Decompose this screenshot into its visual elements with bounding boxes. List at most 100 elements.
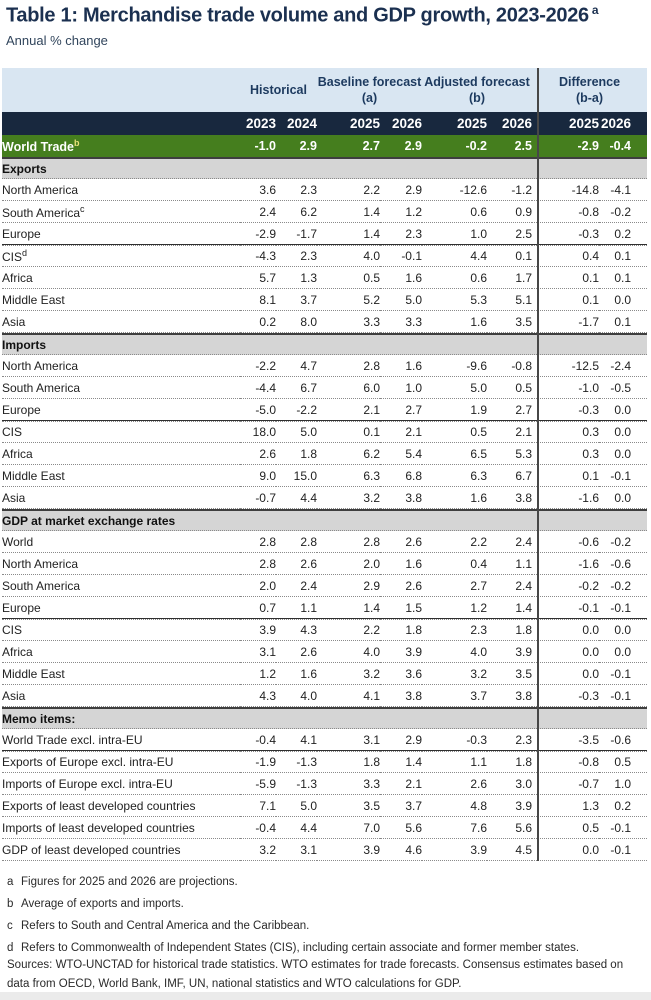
- value-2025-difference: -0.8: [532, 751, 599, 773]
- value-2023: 2.6: [240, 443, 276, 465]
- value-2023: 3.6: [240, 179, 276, 201]
- row-world: World 2.8 2.8 2.8 2.6 2.2 2.4 -0.6 -0.2: [2, 531, 648, 553]
- value-2023: -4.3: [240, 245, 276, 267]
- value-2025-adjusted: 1.1: [422, 751, 487, 773]
- footnote-marker: d: [7, 942, 14, 954]
- value-2024: 3.7: [276, 289, 317, 311]
- corner-cell: [2, 112, 240, 135]
- value-2026-difference: -0.1: [599, 685, 648, 707]
- row-label: South America: [2, 575, 240, 597]
- value-2026-difference: -0.2: [599, 201, 648, 223]
- value-2026-adjusted: 2.4: [487, 531, 532, 553]
- row-cis: CIS 18.0 5.0 0.1 2.1 0.5 2.1 0.3 0.0: [2, 421, 648, 443]
- value-2026-difference: -0.1: [599, 663, 648, 685]
- value-2023: 3.1: [240, 641, 276, 663]
- value-2025-baseline: 1.4: [317, 597, 380, 619]
- col-group-historical: Historical: [240, 68, 317, 112]
- value-2026-baseline: 1.6: [380, 267, 422, 289]
- value-2023: 4.3: [240, 685, 276, 707]
- value-2025-adjusted: -9.6: [422, 355, 487, 377]
- value-2026-adjusted: 2.5: [487, 135, 532, 157]
- footnote-d: d Refers to Commonwealth of Independent S…: [7, 941, 647, 956]
- trade-table: Historical Baseline forecast (a) Adjuste…: [2, 68, 648, 861]
- value-2024: 4.3: [276, 619, 317, 641]
- value-2026-difference: -4.1: [599, 179, 648, 201]
- value-2025-adjusted: 6.5: [422, 443, 487, 465]
- value-2025-adjusted: 0.5: [422, 421, 487, 443]
- row-middle-east: Middle East 1.2 1.6 3.2 3.6 3.2 3.5 0.0 -0.1: [2, 663, 648, 685]
- value-2026-adjusted: 2.1: [487, 421, 532, 443]
- group-sub: (b): [469, 91, 485, 105]
- value-2026-difference: -0.2: [599, 575, 648, 597]
- value-2025-baseline: 2.1: [317, 399, 380, 421]
- value-2026-difference: -0.1: [599, 597, 648, 619]
- value-2026-difference: -0.2: [599, 531, 648, 553]
- row-south-america: South America 2.0 2.4 2.9 2.6 2.7 2.4 -0.2 -0.2: [2, 575, 648, 597]
- value-2025-difference: -0.3: [532, 685, 599, 707]
- row-europe: Europe -2.9 -1.7 1.4 2.3 1.0 2.5 -0.3 0.2: [2, 223, 648, 245]
- value-2024: 5.0: [276, 795, 317, 817]
- row-label: Africa: [2, 443, 240, 465]
- value-2024: 4.7: [276, 355, 317, 377]
- value-2024: 6.2: [276, 201, 317, 223]
- value-2026-adjusted: 1.4: [487, 597, 532, 619]
- row-south-america: South America -4.4 6.7 6.0 1.0 5.0 0.5 -1.0 -0.5: [2, 377, 648, 399]
- row-exports-of-least-developed-countries: Exports of least developed countries 7.1 5…: [2, 795, 648, 817]
- value-2025-adjusted: 4.8: [422, 795, 487, 817]
- value-2025-difference: -0.3: [532, 223, 599, 245]
- row-label: Middle East: [2, 465, 240, 487]
- value-2025-baseline: 3.3: [317, 311, 380, 333]
- value-2023: -5.9: [240, 773, 276, 795]
- row-label: North America: [2, 355, 240, 377]
- row-europe: Europe 0.7 1.1 1.4 1.5 1.2 1.4 -0.1 -0.1: [2, 597, 648, 619]
- col-group-adjusted-forecast: Adjusted forecast (b): [422, 68, 532, 112]
- column-group-header-row: Historical Baseline forecast (a) Adjuste…: [2, 68, 648, 112]
- row-middle-east: Middle East 8.1 3.7 5.2 5.0 5.3 5.1 0.1 0.0: [2, 289, 648, 311]
- value-2025-difference: -1.0: [532, 377, 599, 399]
- value-2025-adjusted: -0.3: [422, 729, 487, 751]
- value-2026-baseline: 2.9: [380, 179, 422, 201]
- value-2026-adjusted: 6.7: [487, 465, 532, 487]
- bottom-strip: [0, 992, 651, 1000]
- value-2025-difference: -12.5: [532, 355, 599, 377]
- row-label: Europe: [2, 223, 240, 245]
- value-2025-baseline: 4.0: [317, 641, 380, 663]
- value-2025-difference: -0.3: [532, 399, 599, 421]
- section-gdp-at-market-exchange-rates: GDP at market exchange rates: [2, 509, 648, 531]
- group-sub: (a): [361, 91, 378, 105]
- value-2025-difference: -0.6: [532, 531, 599, 553]
- value-2026-difference: -0.1: [599, 839, 648, 861]
- value-2026-adjusted: 1.8: [487, 751, 532, 773]
- value-2026-adjusted: 1.1: [487, 553, 532, 575]
- value-2025-difference: 0.3: [532, 421, 599, 443]
- value-2026-difference: 1.0: [599, 773, 648, 795]
- row-label: CISd: [2, 245, 240, 267]
- value-2024: 1.1: [276, 597, 317, 619]
- value-2025-baseline: 6.2: [317, 443, 380, 465]
- value-2023: -1.0: [240, 135, 276, 157]
- year-2026-baseline: 2026: [380, 112, 422, 135]
- footnote-ref: c: [80, 203, 85, 214]
- row-label: Europe: [2, 597, 240, 619]
- value-2026-baseline: 2.7: [380, 399, 422, 421]
- value-2025-adjusted: 1.9: [422, 399, 487, 421]
- value-2026-difference: 0.2: [599, 223, 648, 245]
- value-2026-baseline: 1.8: [380, 619, 422, 641]
- value-2024: 4.4: [276, 817, 317, 839]
- value-2025-difference: 0.0: [532, 663, 599, 685]
- row-label: Middle East: [2, 663, 240, 685]
- value-2023: -4.4: [240, 377, 276, 399]
- value-2026-adjusted: 2.4: [487, 575, 532, 597]
- row-asia: Asia -0.7 4.4 3.2 3.8 1.6 3.8 -1.6 0.0: [2, 487, 648, 509]
- row-label: Exports of Europe excl. intra-EU: [2, 751, 240, 773]
- year-2025-baseline: 2025: [317, 112, 380, 135]
- year-2026-adjusted: 2026: [487, 112, 532, 135]
- row-label: CIS: [2, 619, 240, 641]
- value-2026-difference: -0.1: [599, 465, 648, 487]
- value-2025-difference: -0.1: [532, 597, 599, 619]
- value-2026-difference: 0.0: [599, 487, 648, 509]
- row-label: Africa: [2, 267, 240, 289]
- value-2024: 2.4: [276, 575, 317, 597]
- value-2026-adjusted: 2.7: [487, 399, 532, 421]
